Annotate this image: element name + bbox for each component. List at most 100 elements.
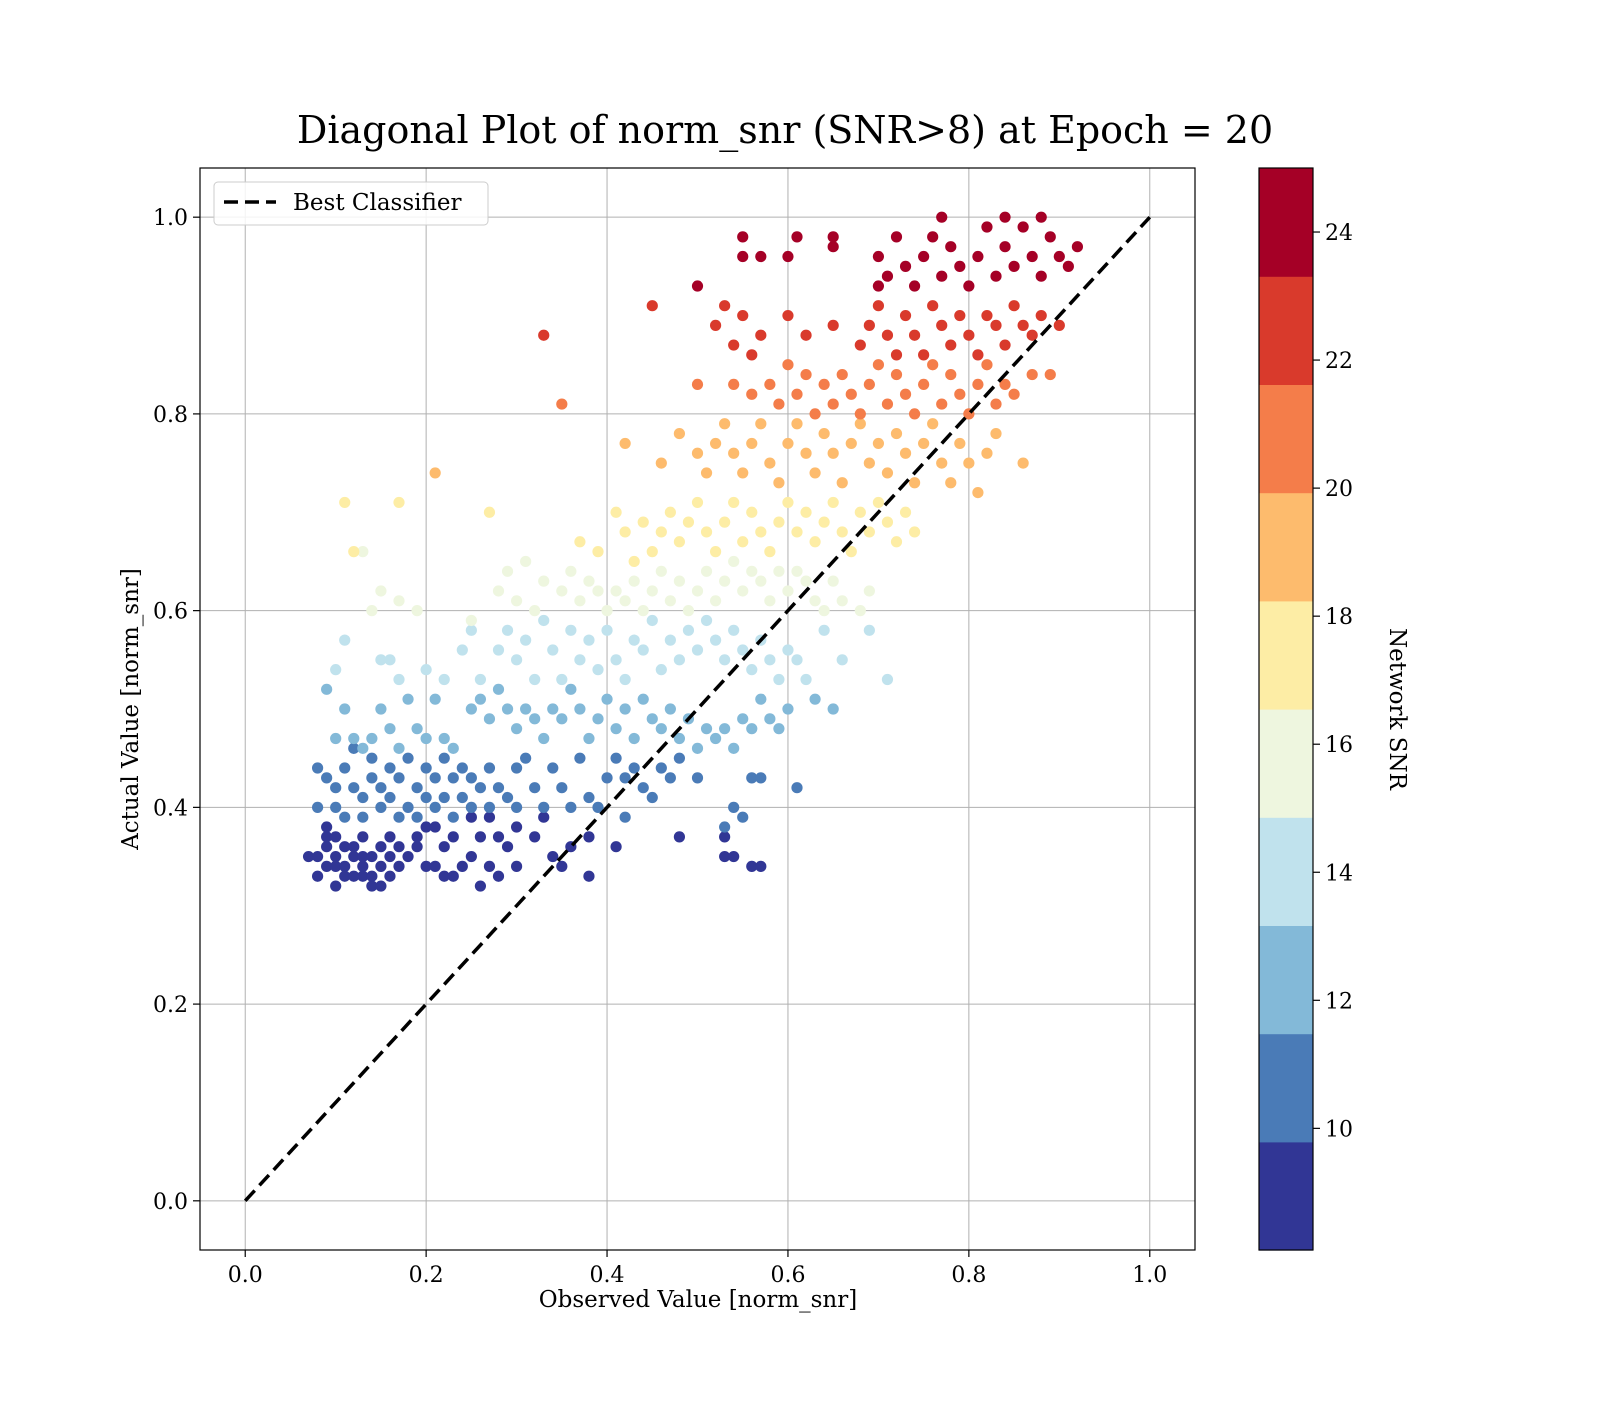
scatter-point bbox=[465, 850, 477, 863]
scatter-point bbox=[755, 250, 767, 263]
scatter-point bbox=[619, 673, 631, 686]
scatter-point bbox=[990, 319, 1002, 331]
scatter-point bbox=[782, 585, 794, 597]
scatter-point bbox=[375, 880, 387, 892]
scatter-point bbox=[836, 526, 848, 538]
scatter-point bbox=[655, 526, 667, 538]
scatter-point bbox=[863, 624, 875, 636]
scatter-point bbox=[438, 791, 450, 804]
scatter-point bbox=[709, 319, 722, 331]
scatter-point bbox=[592, 713, 604, 725]
scatter-point bbox=[402, 850, 414, 863]
scatter-point bbox=[791, 231, 803, 243]
scatter-point bbox=[393, 811, 405, 823]
scatter-point bbox=[375, 801, 387, 813]
scatter-point bbox=[664, 506, 676, 518]
scatter-point bbox=[592, 664, 604, 676]
scatter-point bbox=[773, 565, 785, 577]
scatter-point bbox=[746, 772, 758, 784]
scatter-point bbox=[918, 250, 930, 263]
scatter-point bbox=[492, 870, 505, 882]
scatter-point bbox=[447, 831, 459, 843]
scatter-point bbox=[927, 231, 939, 243]
scatter-point bbox=[547, 703, 559, 715]
scatter-point bbox=[339, 870, 351, 882]
colorbar-tick-label: 12 bbox=[1325, 989, 1353, 1014]
colorbar-band bbox=[1259, 817, 1313, 926]
scatter-point bbox=[737, 536, 749, 548]
scatter-point bbox=[836, 595, 848, 607]
scatter-point bbox=[827, 703, 839, 715]
scatter-point bbox=[384, 723, 396, 735]
scatter-point bbox=[908, 526, 921, 538]
x-tick-label: 0.0 bbox=[228, 1263, 263, 1288]
scatter-point bbox=[818, 427, 830, 440]
scatter-point bbox=[800, 329, 812, 341]
scatter-point bbox=[321, 683, 333, 695]
scatter-point bbox=[719, 654, 731, 666]
scatter-point bbox=[890, 368, 903, 381]
scatter-point bbox=[836, 654, 848, 666]
scatter-point bbox=[556, 398, 568, 410]
scatter-point bbox=[311, 850, 324, 863]
scatter-point bbox=[782, 250, 794, 263]
scatter-point bbox=[872, 280, 885, 292]
scatter-point bbox=[339, 762, 351, 774]
scatter-point bbox=[402, 693, 414, 705]
scatter-point bbox=[366, 880, 378, 892]
scatter-point bbox=[881, 398, 894, 410]
scatter-point bbox=[700, 565, 713, 577]
scatter-point bbox=[737, 713, 749, 725]
scatter-point bbox=[556, 860, 568, 872]
scatter-point bbox=[366, 772, 378, 784]
scatter-point bbox=[709, 634, 722, 646]
scatter-point bbox=[366, 870, 378, 882]
scatter-point bbox=[899, 388, 912, 400]
scatter-point bbox=[782, 703, 794, 715]
scatter-point bbox=[538, 329, 550, 341]
scatter-point bbox=[700, 723, 713, 735]
scatter-point bbox=[501, 703, 514, 715]
scatter-point bbox=[1026, 329, 1038, 341]
scatter-point bbox=[755, 693, 767, 705]
y-tick-label: 0.6 bbox=[153, 600, 188, 625]
colorbar-tick-label: 10 bbox=[1325, 1117, 1353, 1142]
scatter-point bbox=[755, 575, 767, 587]
scatter-point bbox=[854, 605, 866, 617]
scatter-point bbox=[773, 673, 785, 686]
scatter-point bbox=[782, 437, 794, 450]
y-tick-label: 0.0 bbox=[153, 1190, 188, 1215]
scatter-point bbox=[520, 555, 532, 568]
scatter-point bbox=[1053, 319, 1065, 331]
scatter-point bbox=[1062, 260, 1074, 272]
scatter-point bbox=[420, 791, 432, 804]
scatter-point bbox=[881, 516, 894, 528]
scatter-point bbox=[474, 782, 487, 794]
scatter-point bbox=[637, 605, 649, 617]
legend-box bbox=[213, 181, 489, 226]
scatter-point bbox=[791, 418, 803, 430]
scatter-point bbox=[637, 693, 649, 705]
scatter-point bbox=[863, 378, 875, 390]
scatter-point bbox=[465, 624, 477, 636]
y-tick-label: 0.4 bbox=[153, 796, 188, 821]
scatter-point bbox=[302, 850, 315, 863]
scatter-point bbox=[755, 772, 767, 784]
scatter-point bbox=[393, 496, 405, 509]
scatter-point bbox=[755, 860, 767, 872]
y-tick-label: 0.2 bbox=[153, 993, 188, 1018]
scatter-point bbox=[999, 241, 1011, 253]
scatter-point bbox=[927, 359, 939, 371]
scatter-point bbox=[393, 841, 405, 853]
scatter-point bbox=[664, 634, 676, 646]
scatter-point bbox=[827, 398, 839, 410]
x-tick-label: 1.0 bbox=[1132, 1263, 1167, 1288]
scatter-point bbox=[610, 841, 622, 853]
scatter-point bbox=[728, 339, 740, 351]
scatter-point bbox=[583, 634, 595, 646]
scatter-point bbox=[773, 723, 785, 735]
scatter-point bbox=[483, 811, 496, 823]
scatter-point bbox=[529, 782, 541, 794]
scatter-point bbox=[782, 496, 794, 509]
scatter-point bbox=[854, 506, 866, 518]
